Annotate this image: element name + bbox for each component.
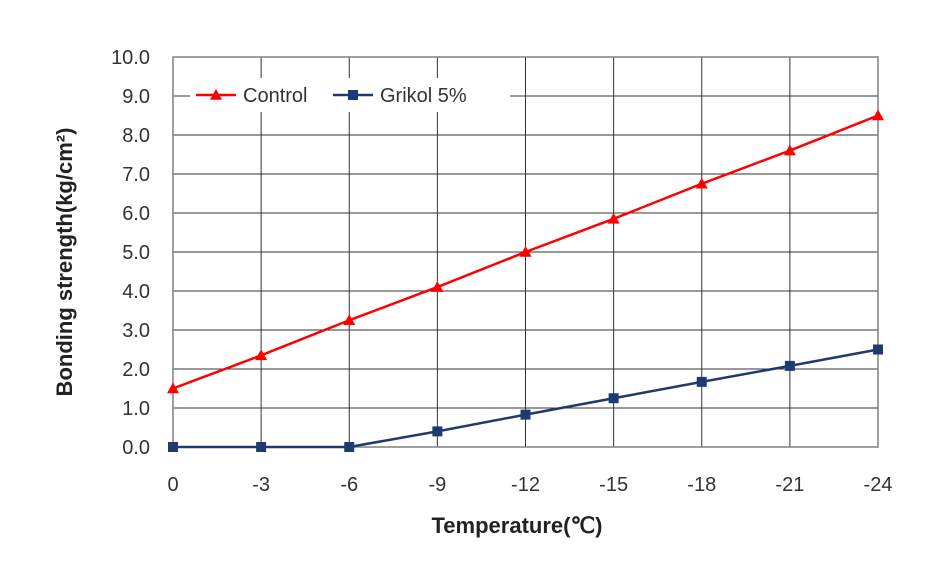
y-tick-label: 7.0 [122, 164, 150, 186]
y-tick-label: 3.0 [122, 320, 150, 342]
x-tick-label: -21 [775, 474, 804, 496]
data-point [608, 393, 619, 404]
y-tick-label: 0.0 [122, 437, 150, 459]
plot-area [172, 56, 879, 448]
data-point [167, 382, 179, 394]
y-tick-label: 1.0 [122, 398, 150, 420]
data-point [607, 212, 620, 224]
legend: Control Grikol 5% [190, 78, 510, 112]
x-axis-ticks: 0 -3 -6 -9 -12 -15 -18 -21 -24 [167, 474, 892, 496]
data-point [344, 442, 355, 452]
legend-marker [210, 89, 222, 100]
data-point [695, 177, 708, 189]
data-point [520, 409, 531, 420]
x-tick-label: 0 [167, 474, 178, 496]
data-point [784, 360, 795, 371]
series-1 [168, 344, 883, 452]
x-tick-label: -12 [511, 474, 540, 496]
x-tick-label: -24 [864, 474, 893, 496]
y-tick-label: 10.0 [111, 47, 150, 69]
y-tick-label: 4.0 [122, 281, 150, 303]
y-tick-label: 5.0 [122, 242, 150, 264]
y-axis-title: Bonding strength(kg/cm²) [52, 128, 77, 397]
y-tick-label: 6.0 [122, 203, 150, 225]
x-tick-label: -15 [599, 474, 628, 496]
data-point [872, 109, 884, 121]
legend-label: Control [243, 85, 307, 107]
data-point [343, 314, 356, 326]
x-axis-title: Temperature(℃) [432, 513, 603, 538]
data-point [168, 442, 178, 452]
x-tick-label: -18 [687, 474, 716, 496]
data-point [256, 442, 267, 452]
x-tick-label: -9 [428, 474, 446, 496]
legend-label: Grikol 5% [380, 85, 467, 107]
data-point [255, 349, 268, 361]
x-tick-label: -3 [252, 474, 270, 496]
x-tick-label: -6 [340, 474, 358, 496]
y-tick-label: 8.0 [122, 125, 150, 147]
series-0 [167, 109, 884, 394]
y-axis-ticks: 0.0 1.0 2.0 3.0 4.0 5.0 6.0 7.0 8.0 9.0 10.0 [111, 47, 150, 459]
y-tick-label: 9.0 [122, 86, 150, 108]
data-point [519, 246, 532, 257]
series-layer [167, 109, 884, 452]
data-point [783, 144, 796, 156]
data-point [432, 426, 443, 437]
data-point [873, 344, 883, 355]
data-point [431, 281, 444, 292]
data-point [696, 376, 707, 387]
y-tick-label: 2.0 [122, 359, 150, 381]
legend-marker [348, 90, 358, 100]
